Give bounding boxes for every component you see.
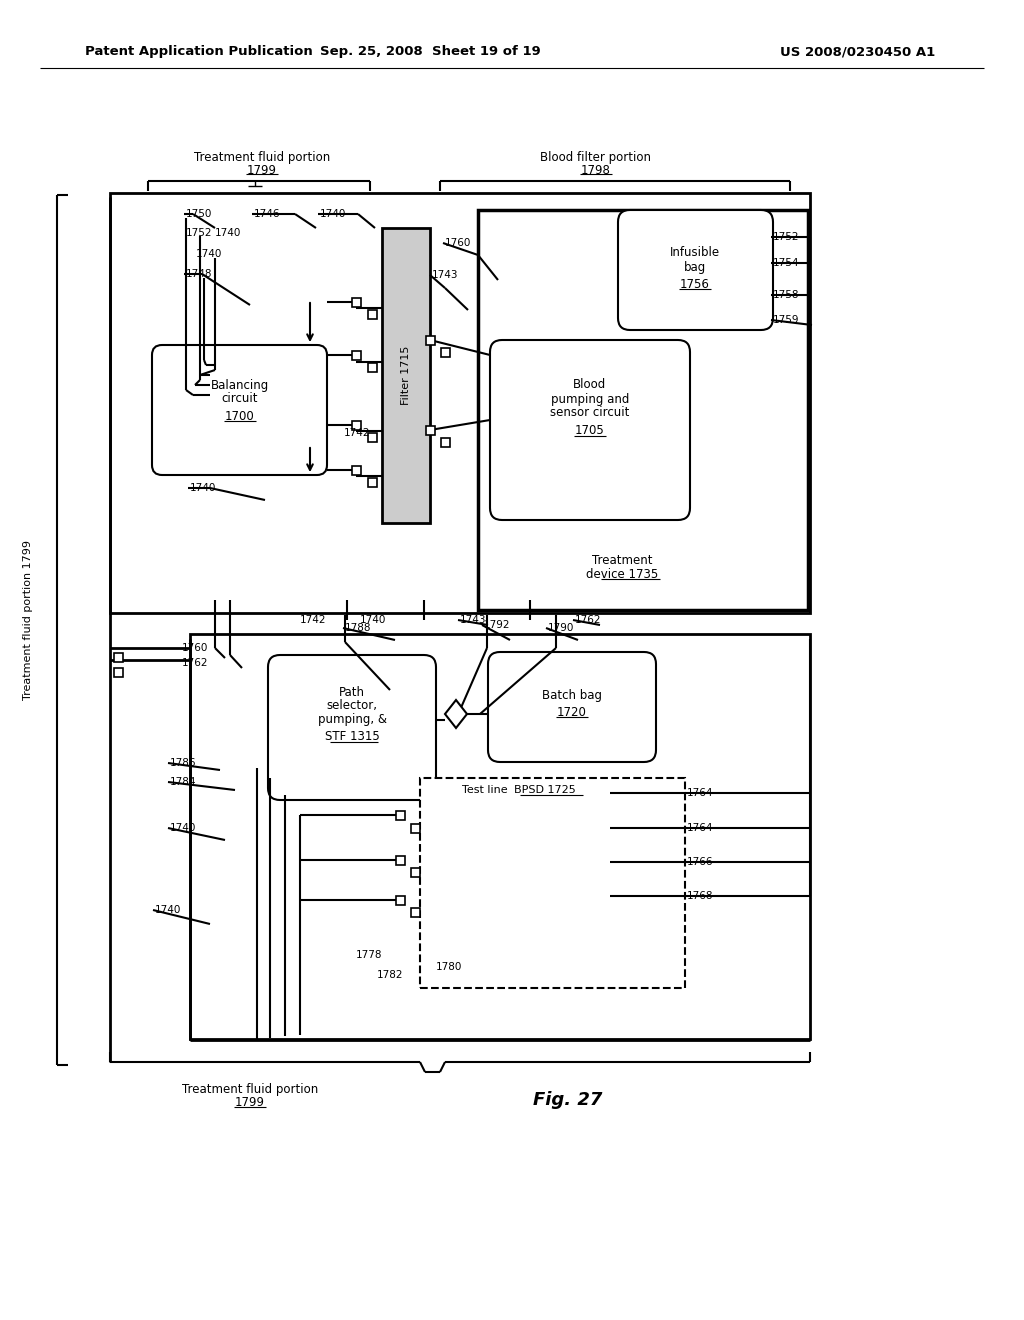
Text: 1746: 1746: [254, 209, 281, 219]
Text: 1792: 1792: [484, 620, 511, 630]
Bar: [368, 478, 377, 487]
Bar: [411, 824, 420, 833]
Text: device 1735: device 1735: [586, 568, 658, 581]
Text: 1764: 1764: [687, 822, 714, 833]
Text: 1740: 1740: [190, 483, 216, 492]
Text: 1778: 1778: [356, 950, 383, 960]
Text: Filter 1715: Filter 1715: [401, 346, 411, 405]
Text: BPSD 1725: BPSD 1725: [514, 785, 575, 795]
Text: 1799: 1799: [247, 164, 278, 177]
Text: 1740: 1740: [155, 906, 181, 915]
Text: 1740: 1740: [360, 615, 386, 624]
Text: Test line: Test line: [462, 785, 508, 795]
Text: 1748: 1748: [186, 269, 213, 279]
Text: Blood: Blood: [573, 379, 606, 392]
Text: Treatment: Treatment: [592, 553, 652, 566]
Text: STF 1315: STF 1315: [325, 730, 379, 743]
Text: 1740: 1740: [196, 249, 222, 259]
Text: 1766: 1766: [687, 857, 714, 867]
FancyBboxPatch shape: [490, 341, 690, 520]
Bar: [411, 908, 420, 917]
Text: 1740: 1740: [170, 822, 197, 833]
Text: 1752: 1752: [773, 232, 800, 242]
FancyBboxPatch shape: [618, 210, 773, 330]
Bar: [441, 348, 450, 356]
Text: 1743: 1743: [432, 271, 459, 280]
Bar: [110, 193, 810, 612]
Text: circuit: circuit: [222, 392, 258, 405]
Text: 1764: 1764: [687, 788, 714, 799]
Text: pumping and: pumping and: [551, 392, 629, 405]
Bar: [411, 869, 420, 876]
Text: Treatment fluid portion 1799: Treatment fluid portion 1799: [23, 540, 33, 700]
Text: 1740: 1740: [319, 209, 346, 219]
Bar: [396, 855, 406, 865]
Bar: [352, 298, 361, 308]
Text: 1762: 1762: [182, 657, 209, 668]
Text: 1754: 1754: [773, 257, 800, 268]
Text: 1760: 1760: [445, 238, 471, 248]
Bar: [352, 466, 361, 475]
Bar: [114, 668, 123, 677]
Text: 1759: 1759: [773, 315, 800, 325]
Bar: [426, 426, 435, 436]
Text: 1705: 1705: [575, 425, 605, 437]
Text: Treatment fluid portion: Treatment fluid portion: [182, 1084, 318, 1097]
Text: 1750: 1750: [186, 209, 212, 219]
Text: 1760: 1760: [182, 643, 208, 653]
Bar: [382, 228, 430, 523]
Bar: [396, 896, 406, 906]
Text: 1740: 1740: [215, 228, 242, 238]
Bar: [352, 421, 361, 430]
Bar: [190, 634, 810, 1039]
Text: Patent Application Publication: Patent Application Publication: [85, 45, 312, 58]
Bar: [368, 363, 377, 372]
Text: 1762: 1762: [575, 615, 601, 624]
Text: 1756: 1756: [680, 277, 710, 290]
Text: 1768: 1768: [687, 891, 714, 902]
Text: US 2008/0230450 A1: US 2008/0230450 A1: [779, 45, 935, 58]
Text: sensor circuit: sensor circuit: [550, 407, 630, 420]
Text: 1758: 1758: [773, 290, 800, 300]
Text: Treatment fluid portion: Treatment fluid portion: [194, 152, 330, 165]
Bar: [114, 653, 123, 663]
Text: 1798: 1798: [581, 164, 611, 177]
Text: 1720: 1720: [557, 705, 587, 718]
FancyBboxPatch shape: [152, 345, 327, 475]
Text: Fig. 27: Fig. 27: [534, 1092, 603, 1109]
Text: 1790: 1790: [548, 623, 574, 634]
Bar: [426, 337, 435, 345]
Text: pumping, &: pumping, &: [317, 714, 386, 726]
Text: 1700: 1700: [225, 411, 255, 424]
Text: 1780: 1780: [436, 962, 463, 972]
Bar: [396, 810, 406, 820]
Polygon shape: [445, 700, 467, 729]
Text: Infusible: Infusible: [670, 247, 720, 260]
Text: 1788: 1788: [345, 623, 372, 634]
Text: Path: Path: [339, 685, 365, 698]
Text: Balancing: Balancing: [211, 379, 269, 392]
Text: 1742: 1742: [344, 428, 371, 438]
Text: Sep. 25, 2008  Sheet 19 of 19: Sep. 25, 2008 Sheet 19 of 19: [319, 45, 541, 58]
Text: 1786: 1786: [170, 758, 197, 768]
Text: bag: bag: [684, 260, 707, 273]
Text: Blood filter portion: Blood filter portion: [541, 152, 651, 165]
Bar: [352, 351, 361, 360]
FancyBboxPatch shape: [268, 655, 436, 800]
Text: 1752: 1752: [186, 228, 213, 238]
Text: 1743: 1743: [460, 615, 486, 624]
Text: selector,: selector,: [327, 700, 378, 713]
Bar: [441, 438, 450, 447]
Text: 1742: 1742: [300, 615, 327, 624]
Bar: [420, 777, 685, 987]
FancyBboxPatch shape: [488, 652, 656, 762]
Bar: [368, 433, 377, 442]
Bar: [368, 310, 377, 319]
Text: Batch bag: Batch bag: [542, 689, 602, 701]
Text: 1784: 1784: [170, 777, 197, 787]
Bar: [478, 210, 808, 610]
Text: 1782: 1782: [377, 970, 403, 979]
Text: 1799: 1799: [234, 1097, 265, 1110]
